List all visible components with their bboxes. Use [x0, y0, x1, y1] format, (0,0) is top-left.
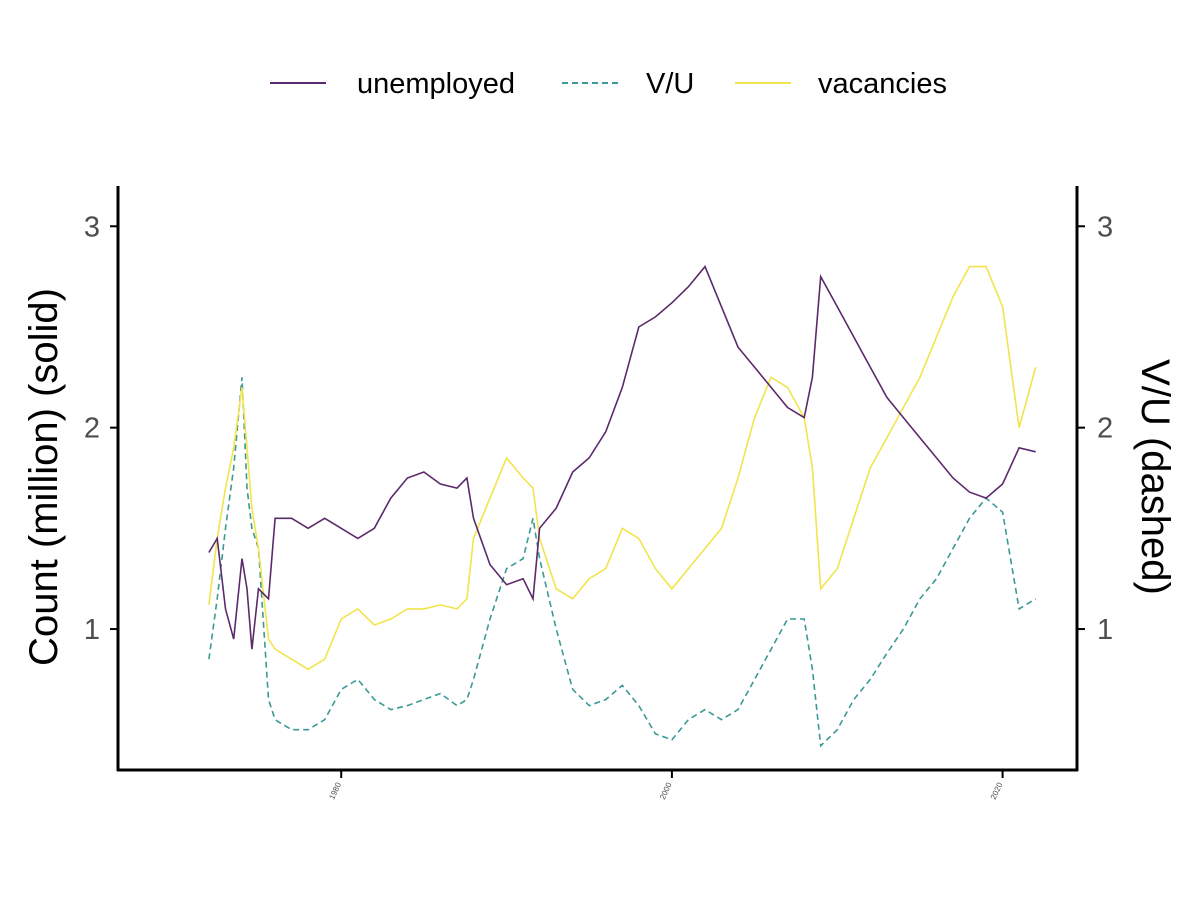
legend-label-unemployed: unemployed [357, 68, 515, 100]
y-right-tick-label: 1 [1097, 614, 1113, 646]
axes [116, 186, 1079, 772]
series-line-unemployed [208, 265, 1036, 650]
y-left-tick-label: 3 [84, 211, 100, 243]
plot-area [208, 265, 1037, 748]
y-right-tick-label: 2 [1097, 413, 1113, 445]
y-right-tick-label: 3 [1097, 211, 1113, 243]
legend: unemployed V/U vacancies [270, 68, 947, 100]
y-left-tick-label: 2 [84, 413, 100, 445]
legend-label-vu: V/U [646, 68, 694, 100]
y-axis-left-title: Count (million) (solid) [22, 288, 66, 666]
series-line-vacancies [208, 265, 1037, 671]
y-axis-right-title: V/U (dashed) [1133, 359, 1177, 595]
y-left-tick-label: 1 [84, 614, 100, 646]
legend-label-vacancies: vacancies [818, 68, 947, 100]
series-line-vu [208, 377, 1037, 748]
